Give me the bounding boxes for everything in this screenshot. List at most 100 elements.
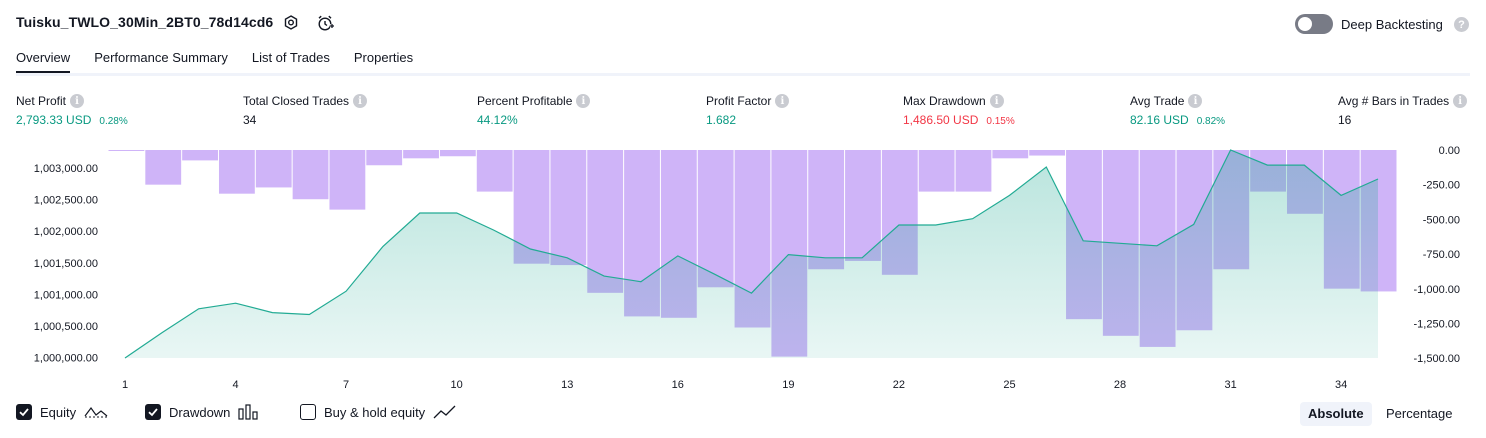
legend-equity[interactable]: Equity	[16, 404, 108, 420]
stat-value: 82.16 USD	[1130, 113, 1189, 127]
x-axis-tick-label: 31	[1224, 379, 1236, 391]
right-axis-tick-label: -500.00	[1423, 214, 1460, 226]
left-axis-tick-label: 1,000,500.00	[34, 321, 98, 333]
x-axis: 1 4 7 10 13 16 19 22 25 28 31 34	[122, 379, 1347, 391]
help-icon[interactable]: ?	[1454, 17, 1469, 32]
drawdown-bar	[550, 150, 587, 266]
tab-divider	[16, 73, 1470, 76]
percentage-button[interactable]: Percentage	[1386, 406, 1453, 421]
drawdown-bar	[476, 150, 513, 192]
x-axis-tick-label: 28	[1114, 379, 1126, 391]
tab-properties[interactable]: Properties	[353, 50, 414, 65]
stat-label: Avg Trade	[1130, 94, 1185, 108]
absolute-button[interactable]: Absolute	[1300, 402, 1372, 426]
bar-chart-icon	[238, 404, 259, 420]
stat-label: Total Closed Trades	[243, 94, 350, 108]
drawdown-bar	[145, 150, 182, 185]
left-axis-tick-label: 1,002,500.00	[34, 195, 98, 207]
check-icon	[148, 408, 158, 417]
stat-value: 2,793.33 USD	[16, 113, 92, 127]
left-axis-tick-label: 1,001,500.00	[34, 258, 98, 270]
buy-hold-label: Buy & hold equity	[324, 404, 426, 420]
line-chart-icon	[84, 406, 108, 418]
info-icon[interactable]: i	[353, 94, 368, 108]
stat-percent: 0.15%	[986, 116, 1015, 127]
x-axis-tick-label: 25	[1003, 379, 1015, 391]
tab-overview[interactable]: Overview	[16, 48, 71, 74]
info-icon[interactable]: i	[989, 94, 1004, 108]
legend-drawdown[interactable]: Drawdown	[145, 404, 260, 420]
drawdown-bar	[403, 150, 439, 159]
left-axis-tick-label: 1,003,000.00	[34, 163, 98, 175]
stat-value: 1,486.50 USD	[903, 113, 979, 127]
equity-area	[124, 149, 1379, 359]
drawdown-bar	[587, 150, 624, 293]
x-axis-tick-label: 1	[122, 379, 128, 391]
left-axis-tick-label: 1,002,000.00	[34, 226, 98, 238]
equity-fill	[125, 150, 1378, 358]
left-axis: 1,003,000.00 1,002,500.00 1,002,000.00 1,00…	[34, 163, 98, 365]
alert-clock-icon[interactable]	[315, 13, 335, 33]
buy-hold-checkbox[interactable]	[300, 404, 316, 420]
stat-profit-factor: Profit Factor i 1.682	[706, 94, 790, 127]
check-icon	[19, 408, 29, 417]
drawdown-bar	[329, 150, 366, 210]
stat-max-drawdown: Max Drawdown i 1,486.50 USD 0.15%	[903, 94, 1015, 127]
stat-label: Max Drawdown	[903, 94, 986, 108]
drawdown-bar	[918, 150, 955, 192]
tab-performance-summary[interactable]: Performance Summary	[94, 50, 228, 65]
stat-percent-profitable: Percent Profitable i 44.12%	[477, 94, 591, 127]
right-axis: 0.00 -250.00 -500.00 -750.00 -1,000.00 -1,250…	[1414, 145, 1460, 365]
deep-backtesting-label: Deep Backtesting	[1341, 17, 1443, 32]
stat-value: 1.682	[706, 113, 737, 127]
stat-percent: 0.28%	[99, 116, 128, 127]
x-axis-tick-label: 7	[343, 379, 349, 391]
x-axis-tick-label: 10	[451, 379, 463, 391]
stat-net-profit: Net Profit i 2,793.33 USD 0.28%	[16, 94, 128, 127]
line-chart-icon	[433, 405, 456, 419]
tab-list-of-trades[interactable]: List of Trades	[251, 50, 330, 65]
legend-buy-hold[interactable]: Buy & hold equity	[300, 404, 457, 420]
equity-label: Equity	[40, 404, 77, 420]
stat-value: 34	[243, 113, 257, 127]
info-icon[interactable]: i	[576, 94, 591, 108]
info-icon[interactable]: i	[1188, 94, 1203, 108]
stat-label: Net Profit	[16, 94, 67, 108]
right-axis-tick-label: -1,000.00	[1414, 284, 1460, 296]
drawdown-bar	[439, 150, 476, 157]
stat-avg-bars-in-trades: Avg # Bars in Trades i 16	[1338, 94, 1468, 127]
strategy-title: Tuisku_TWLO_30Min_2BT0_78d14cd6	[16, 14, 274, 30]
settings-icon[interactable]	[281, 13, 301, 33]
drawdown-bar	[808, 150, 845, 270]
stat-value: 44.12%	[477, 113, 518, 127]
x-axis-tick-label: 4	[232, 379, 238, 391]
x-axis-tick-label: 16	[672, 379, 684, 391]
stat-label: Percent Profitable	[477, 94, 573, 108]
left-axis-tick-label: 1,000,000.00	[34, 353, 98, 365]
drawdown-bar	[292, 150, 329, 200]
info-icon[interactable]: i	[775, 94, 790, 108]
right-axis-tick-label: -750.00	[1423, 249, 1460, 261]
drawdown-bar	[255, 150, 292, 188]
x-axis-tick-label: 34	[1335, 379, 1347, 391]
right-axis-tick-label: -1,250.00	[1414, 319, 1460, 331]
stat-label: Avg # Bars in Trades	[1338, 94, 1450, 108]
left-axis-tick-label: 1,001,000.00	[34, 289, 98, 301]
info-icon[interactable]: i	[1453, 94, 1468, 108]
right-axis-tick-label: 0.00	[1439, 145, 1460, 157]
drawdown-bar	[845, 150, 881, 261]
drawdown-bar	[697, 150, 734, 288]
stat-total-closed-trades: Total Closed Trades i 34	[243, 94, 368, 127]
drawdown-bar	[955, 150, 992, 192]
right-axis-tick-label: -250.00	[1423, 180, 1460, 192]
drawdown-checkbox[interactable]	[145, 404, 161, 420]
stat-value: 16	[1338, 113, 1352, 127]
deep-backtesting-toggle[interactable]	[1295, 14, 1333, 34]
x-axis-tick-label: 22	[893, 379, 905, 391]
equity-checkbox[interactable]	[16, 404, 32, 420]
right-axis-tick-label: -1,500.00	[1414, 353, 1460, 365]
x-axis-tick-label: 19	[782, 379, 794, 391]
drawdown-bar	[108, 150, 145, 151]
info-icon[interactable]: i	[70, 94, 85, 108]
